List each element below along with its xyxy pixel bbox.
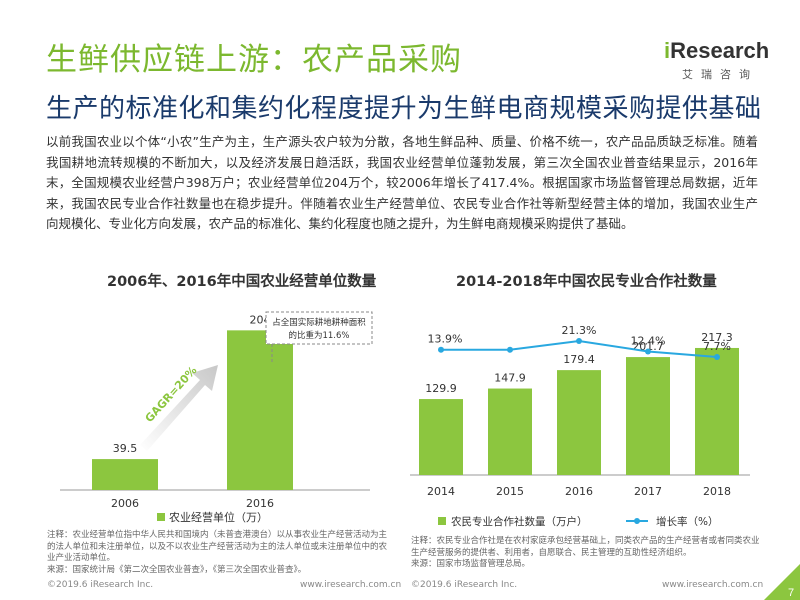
right-note-source: 来源：国家市场监督管理总局。 (411, 559, 531, 569)
right-bar-2016 (557, 370, 601, 475)
right-bar-value-2018: 217.3 (701, 331, 733, 344)
right-growth-point-2018 (714, 354, 720, 360)
footer-left-copyright: ©2019.6 iResearch Inc. (47, 580, 154, 590)
left-bar-2016 (227, 330, 293, 490)
left-chart-note: 注释：农业经营单位指中华人民共和国境内（未普查港澳台）以从事农业生产经营活动为主… (47, 530, 392, 576)
left-note-text: 注释：农业经营单位指中华人民共和国境内（未普查港澳台）以从事农业生产经营活动为主… (47, 530, 388, 563)
right-growth-label-2017: 12.4% (631, 334, 666, 347)
left-x-tick-2016: 2016 (246, 497, 274, 510)
page-subtitle: 生产的标准化和集约化程度提升为生鲜电商规模采购提供基础 (46, 94, 762, 124)
left-callout-line-2: 的比重为11.6% (288, 330, 349, 341)
right-bar-2014 (419, 399, 463, 475)
right-growth-label-2014: 13.9% (428, 333, 463, 346)
right-legend-bar-label: 农民专业合作社数量（万户） (451, 515, 588, 528)
right-growth-point-2015 (507, 346, 513, 353)
left-chart-title: 2006年、2016年中国农业经营单位数量 (107, 274, 377, 290)
left-note-source: 来源：国家统计局《第二次全国农业普查》，《第三次全国农业普查》。 (47, 564, 307, 575)
logo-research: Research (670, 38, 770, 63)
left-bar-value-2006: 39.5 (113, 442, 138, 455)
page-number: 7 (788, 587, 794, 599)
right-growth-point-2016 (576, 338, 582, 344)
right-x-tick-2018: 2018 (703, 485, 731, 498)
right-bar-2018 (695, 347, 739, 475)
body-paragraph: 以前我国农业以个体“小农”生产为主，生产源头农户较为分散，各地生鲜品种、质量、价… (46, 134, 758, 231)
footer-right-copyright: ©2019.6 iResearch Inc. (411, 580, 518, 590)
right-legend-line-label: 增长率（%） (656, 515, 718, 528)
right-legend-bar-swatch (438, 517, 446, 525)
left-bar-2006 (92, 459, 158, 490)
right-legend-line-marker (634, 518, 640, 524)
page-number-badge: 7 (764, 564, 800, 600)
left-x-tick-2006: 2006 (111, 497, 139, 510)
right-note-text: 注释：农民专业合作社是在农村家庭承包经营基础上，同类农产品的生产经营者或者同类农… (411, 536, 760, 558)
left-legend-label: 农业经营单位（万） (169, 510, 268, 524)
iresearch-logo: iResearch 艾瑞咨询 (664, 38, 769, 88)
right-x-tick-2017: 2017 (634, 485, 662, 498)
right-growth-point-2017 (645, 348, 651, 355)
right-bar-value-2015: 147.9 (494, 372, 526, 385)
footer-left-url: www.iresearch.com.cn (300, 580, 402, 590)
logo-chinese: 艾瑞咨询 (682, 68, 758, 81)
page-title: 生鲜供应链上游：农产品采购 (46, 42, 462, 78)
left-callout-line-1: 占全国实际耕地耕种面积 (272, 317, 366, 328)
right-chart-title: 2014-2018年中国农民专业合作社数量 (456, 274, 717, 290)
right-growth-label-2018: 7.7% (703, 340, 731, 353)
right-bar-value-2014: 129.9 (425, 382, 457, 395)
left-legend-swatch (157, 513, 165, 521)
right-x-tick-2014: 2014 (427, 485, 455, 498)
right-chart-note: 注释：农民专业合作社是在农村家庭承包经营基础上，同类农产品的生产经营者或者同类农… (411, 536, 761, 571)
left-chart: 39.520062042016GAGR=20%占全国实际耕地耕种面积的比重为11… (60, 311, 373, 524)
footer-right-url: www.iresearch.com.cn (662, 580, 764, 590)
right-growth-point-2014 (438, 346, 444, 353)
logo-i: i (664, 38, 671, 63)
right-growth-label-2016: 21.3% (562, 324, 597, 337)
page-corner-triangle (764, 564, 800, 600)
right-x-tick-2015: 2015 (496, 485, 524, 498)
right-bar-value-2016: 179.4 (563, 353, 595, 366)
left-bar-value-2016: 204 (250, 313, 271, 326)
right-bar-2017 (626, 357, 670, 475)
right-x-tick-2016: 2016 (565, 485, 593, 498)
right-bar-2015 (488, 388, 532, 475)
logo-wordmark: iResearch (664, 38, 769, 64)
left-callout-box (265, 311, 373, 345)
left-growth-arrow (140, 365, 218, 451)
right-chart: 129.92014147.92015179.42016201.72017217.… (410, 324, 750, 528)
